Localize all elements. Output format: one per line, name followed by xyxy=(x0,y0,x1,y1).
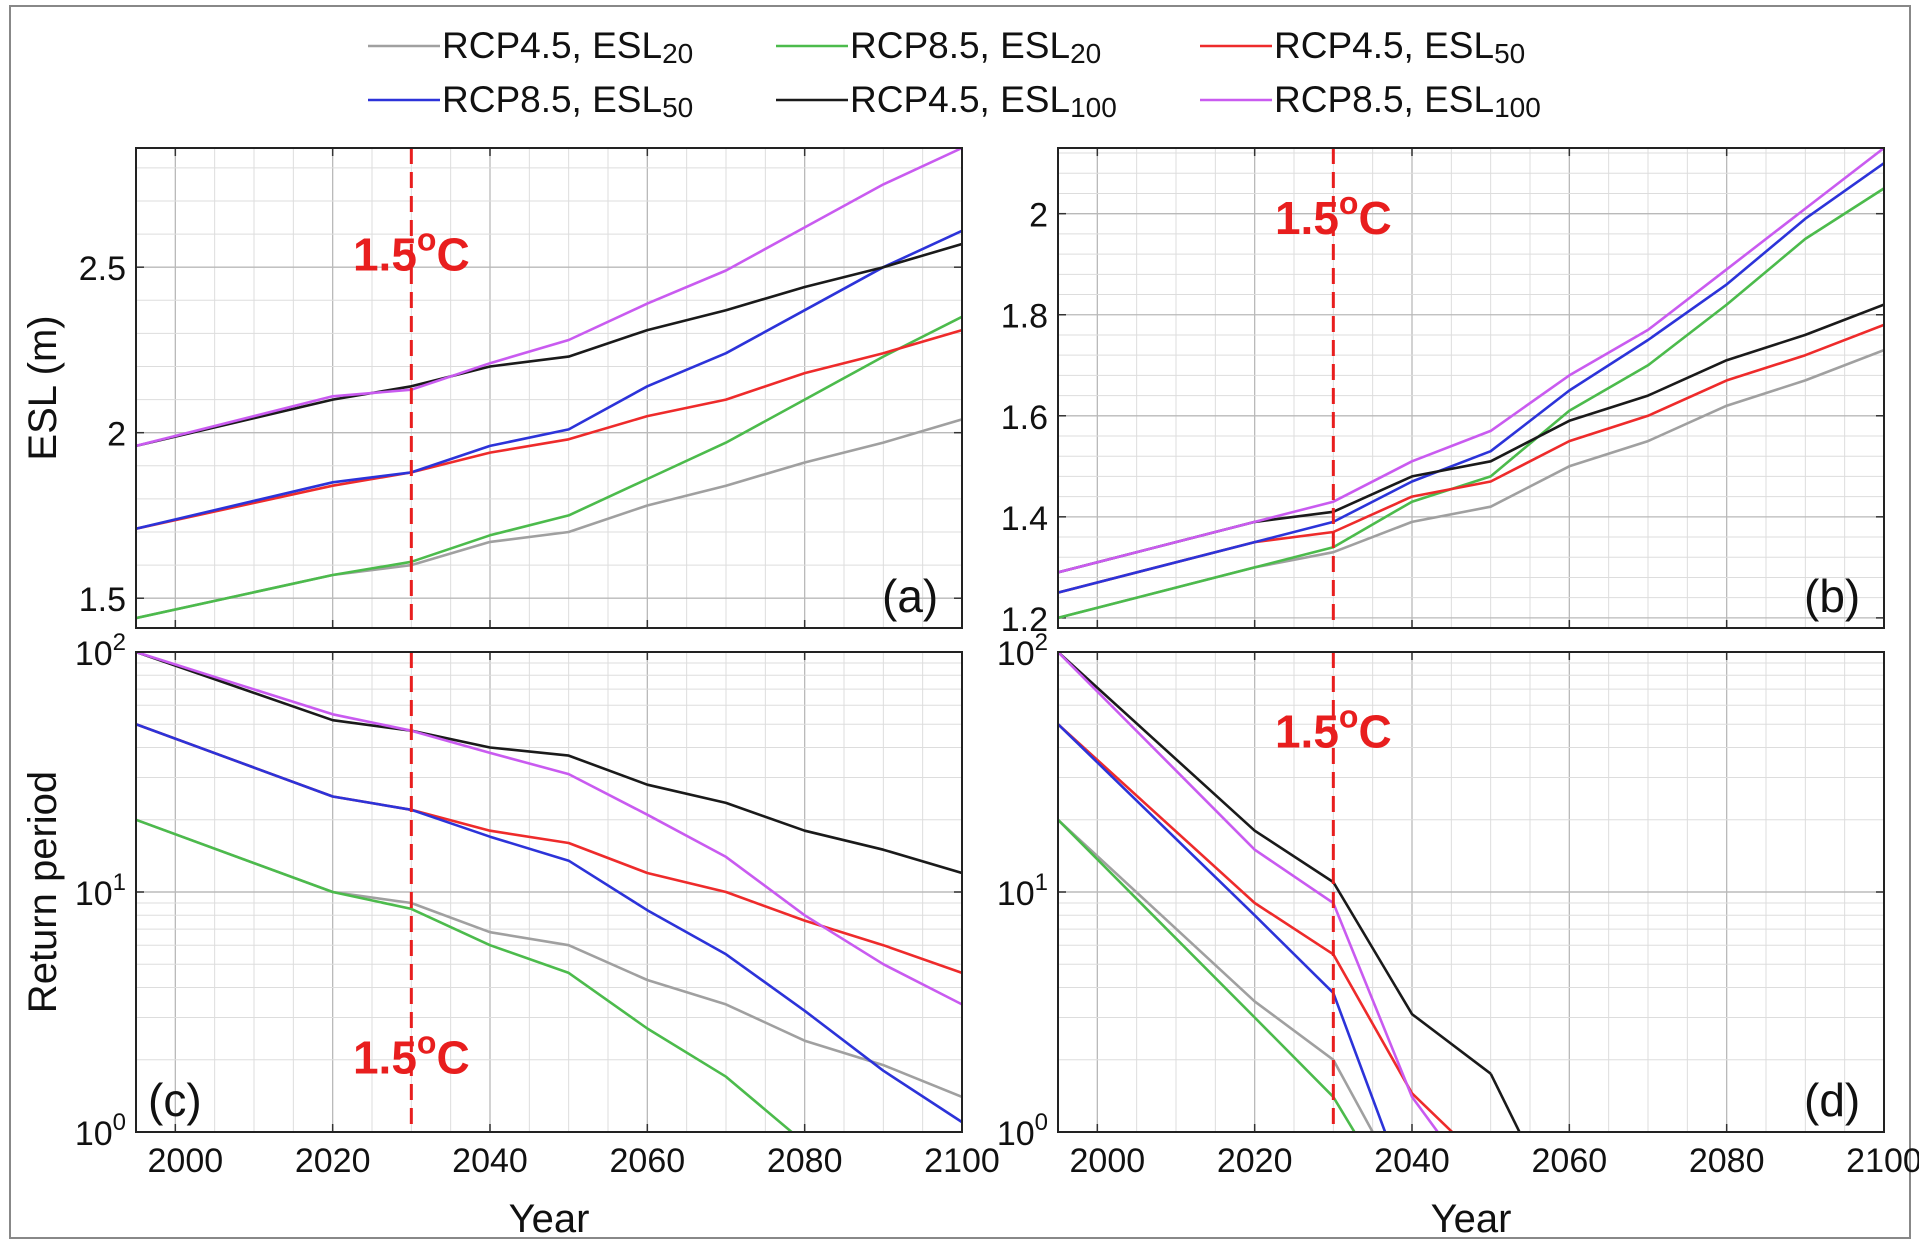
series-line xyxy=(136,148,962,448)
y-tick-label: 102 xyxy=(75,629,126,673)
legend-entry: RCP4.5, ESL50 xyxy=(1200,25,1525,69)
grid xyxy=(136,652,962,1132)
x-tick-label: 2000 xyxy=(1070,1142,1146,1180)
panel-letter: (d) xyxy=(1804,1074,1860,1126)
x-tick-label: 2020 xyxy=(295,1142,371,1180)
legend-label: RCP4.5, ESL20 xyxy=(442,25,693,69)
legend-label: RCP8.5, ESL20 xyxy=(850,25,1101,69)
y-tick-label: 1.8 xyxy=(1001,298,1048,336)
y-axis-label: ESL (m) xyxy=(21,315,65,460)
series-lines xyxy=(1058,148,1884,620)
grid xyxy=(136,148,962,628)
y-tick-label: 100 xyxy=(75,1109,126,1153)
legend-entry: RCP8.5, ESL20 xyxy=(776,25,1101,69)
series-line xyxy=(1489,1073,1521,1132)
legend-entry: RCP4.5, ESL20 xyxy=(368,25,693,69)
series-line xyxy=(136,229,962,530)
series-line xyxy=(136,418,962,620)
series-line xyxy=(1058,187,1884,620)
plot-frame xyxy=(1057,651,1885,1133)
plot-frame xyxy=(135,651,963,1133)
x-axis-label: Year xyxy=(1431,1197,1512,1241)
series-line xyxy=(136,328,962,530)
series-line xyxy=(1058,148,1884,574)
threshold-label: 1.5oC xyxy=(353,1025,470,1084)
legend-entry: RCP4.5, ESL100 xyxy=(776,79,1117,123)
legend-entry: RCP8.5, ESL50 xyxy=(368,79,693,123)
threshold-label: 1.5oC xyxy=(1275,699,1392,758)
y-tick-label: 101 xyxy=(75,869,126,913)
x-tick-label: 2060 xyxy=(610,1142,686,1180)
panel-a: 1.5oC (a) 1.5 2 2.5 ESL (m) xyxy=(21,147,963,629)
x-tick-label: 2020 xyxy=(1217,1142,1293,1180)
panel-letter: (a) xyxy=(882,570,938,622)
legend-label: RCP4.5, ESL50 xyxy=(1274,25,1525,69)
series-line xyxy=(1058,818,1375,1132)
panel-d: 1.5oC (d) 100 101 102 2000 2020 2040 2060 2080 210… xyxy=(997,629,1919,1241)
series-line xyxy=(1058,303,1884,574)
legend-label: RCP8.5, ESL100 xyxy=(1274,79,1541,123)
series-line xyxy=(136,722,962,1124)
y-tick-label: 1.6 xyxy=(1001,399,1048,437)
legend-label: RCP4.5, ESL100 xyxy=(850,79,1117,123)
series-line xyxy=(1058,723,1387,1132)
threshold-label: 1.5oC xyxy=(1275,185,1392,244)
x-tick-label: 2080 xyxy=(1689,1142,1765,1180)
y-tick-label: 1.4 xyxy=(1001,500,1048,538)
series-line xyxy=(136,652,962,1006)
x-tick-label: 2040 xyxy=(1374,1142,1450,1180)
x-tick-label: 2100 xyxy=(1846,1142,1919,1180)
legend-label: RCP8.5, ESL50 xyxy=(442,79,693,123)
series-line xyxy=(1058,162,1884,594)
y-tick-label: 100 xyxy=(997,1109,1048,1153)
series-lines xyxy=(136,148,962,620)
x-tick-label: 2000 xyxy=(148,1142,224,1180)
x-tick-label: 2100 xyxy=(924,1142,1000,1180)
series-line xyxy=(136,652,962,875)
panel-letter: (b) xyxy=(1804,570,1860,622)
panel-b: 1.5oC (b) 1.2 1.4 1.6 1.8 2 xyxy=(1001,147,1885,639)
series-line xyxy=(136,818,794,1132)
y-tick-label: 2.5 xyxy=(79,250,126,288)
series-line xyxy=(136,818,962,1099)
y-tick-label: 2 xyxy=(107,416,126,454)
x-tick-label: 2060 xyxy=(1532,1142,1608,1180)
threshold-label: 1.5oC xyxy=(353,221,470,280)
grid xyxy=(1058,652,1884,1132)
x-axis-label: Year xyxy=(509,1197,590,1241)
series-line xyxy=(136,315,962,620)
y-tick-label: 1.5 xyxy=(79,581,126,619)
series-lines xyxy=(136,652,962,1132)
y-axis-label: Return period xyxy=(21,771,65,1013)
y-tick-label: 2 xyxy=(1029,197,1048,235)
y-tick-label: 102 xyxy=(997,629,1048,673)
legend-entry: RCP8.5, ESL100 xyxy=(1200,79,1541,123)
plot-frame xyxy=(1057,147,1885,629)
figure-border xyxy=(9,5,1911,1239)
panel-letter: (c) xyxy=(148,1074,202,1126)
legend: RCP4.5, ESL20 RCP8.5, ESL20 RCP4.5, ESL50 R… xyxy=(368,25,1541,123)
series-line xyxy=(1058,323,1884,594)
series-line xyxy=(1058,348,1884,620)
y-tick-label: 1.2 xyxy=(1001,601,1048,639)
y-tick-label: 101 xyxy=(997,869,1048,913)
x-tick-label: 2040 xyxy=(452,1142,528,1180)
x-tick-label: 2080 xyxy=(767,1142,843,1180)
series-line xyxy=(1058,818,1356,1132)
plot-frame xyxy=(135,147,963,629)
panel-c: 1.5oC (c) 100 101 102 2000 2020 2040 2060 2080 210… xyxy=(21,629,1000,1241)
